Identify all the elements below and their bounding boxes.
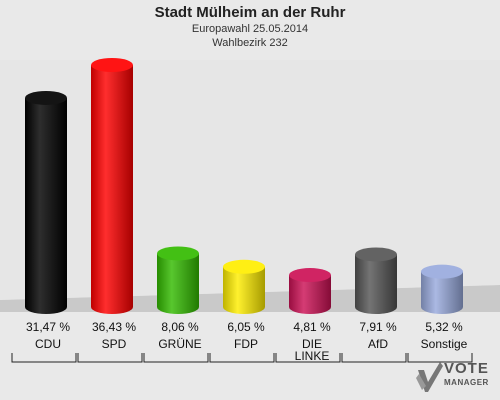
value-label: 4,81 % <box>293 320 331 334</box>
logo-line-manager: MANAGER <box>444 378 489 387</box>
bar-top-cdu <box>25 90 67 105</box>
bar-top-spd <box>91 58 133 72</box>
bar-spd <box>91 65 133 314</box>
category-label: DIE <box>302 337 322 351</box>
bar-cdu <box>25 97 67 314</box>
value-label: 8,06 % <box>161 320 199 334</box>
value-label: 7,91 % <box>359 320 397 334</box>
bar-top-fdp <box>223 259 265 274</box>
bar-top-grüne <box>157 246 199 261</box>
category-bracket <box>275 353 341 363</box>
vote-manager-logo: VOTE MANAGER <box>416 360 494 396</box>
value-label: 5,32 % <box>425 320 463 334</box>
category-label: GRÜNE <box>158 337 201 351</box>
bar-fdp <box>223 266 265 314</box>
bar-sonstige <box>421 271 463 314</box>
bar-die-linke <box>289 275 331 314</box>
checkmark-logo-icon <box>416 362 443 392</box>
category-label: FDP <box>234 337 258 351</box>
category-label: Sonstige <box>421 337 468 351</box>
chart-header: Stadt Mülheim an der Ruhr Europawahl 25.… <box>0 4 500 50</box>
bar-grüne <box>157 253 199 314</box>
bar-afd <box>355 254 397 314</box>
category-label: LINKE <box>295 349 330 363</box>
category-bracket <box>11 353 77 363</box>
bar-top-sonstige <box>421 264 463 279</box>
logo-line-vote: VOTE <box>444 360 489 377</box>
category-bracket <box>209 353 275 363</box>
value-label: 6,05 % <box>227 320 265 334</box>
category-label: SPD <box>102 337 127 351</box>
bar-top-die-linke <box>289 268 331 283</box>
category-bracket <box>143 353 209 363</box>
chart-title: Stadt Mülheim an der Ruhr <box>154 4 346 21</box>
category-bracket <box>341 353 407 363</box>
category-label: AfD <box>368 337 388 351</box>
chart-subtitle-election: Europawahl 25.05.2014 <box>191 23 309 35</box>
category-label: CDU <box>35 337 61 351</box>
bar-top-afd <box>355 247 397 262</box>
value-label: 31,47 % <box>26 320 70 334</box>
category-bracket <box>77 353 143 363</box>
value-label: 36,43 % <box>92 320 136 334</box>
chart-subtitle-district: Wahlbezirk 232 <box>212 37 288 49</box>
